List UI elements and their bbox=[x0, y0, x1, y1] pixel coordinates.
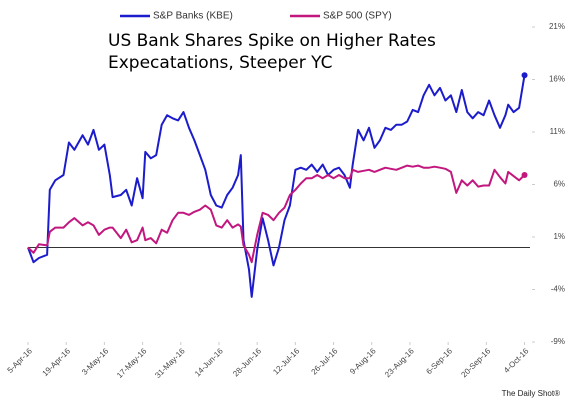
x-tick-label: 23-Aug-16 bbox=[383, 346, 416, 379]
x-tick-label: 12-Jul-16 bbox=[271, 346, 301, 376]
x-tick-label: 20-Sep-16 bbox=[459, 346, 492, 379]
x-tick-label: 14-Jun-16 bbox=[193, 346, 225, 378]
x-tick-label: 9-Aug-16 bbox=[348, 346, 378, 376]
y-tick-label: -4% bbox=[551, 285, 565, 294]
x-tick-label: 28-Jun-16 bbox=[231, 346, 263, 378]
chart-title: Expecatations, Steeper YC bbox=[108, 53, 332, 73]
end-marker bbox=[521, 172, 528, 179]
y-tick-label: 6% bbox=[553, 180, 565, 189]
x-tick-label: 19-Apr-16 bbox=[41, 346, 73, 378]
x-tick-label: 26-Jul-16 bbox=[310, 346, 340, 376]
x-tick-label: 4-Oct-16 bbox=[502, 346, 531, 375]
x-tick-label: 5-Apr-16 bbox=[6, 346, 35, 375]
x-tick-label: 6-Sep-16 bbox=[424, 346, 454, 376]
x-tick-label: 31-May-16 bbox=[153, 346, 187, 380]
y-tick-label: 21% bbox=[549, 22, 565, 31]
series-line bbox=[27, 75, 526, 298]
source: The Daily Shot® bbox=[502, 389, 560, 398]
y-tick-label: 11% bbox=[550, 127, 565, 136]
y-tick-label: 1% bbox=[553, 232, 565, 241]
end-marker bbox=[521, 72, 528, 79]
chart-title: US Bank Shares Spike on Higher Rates bbox=[108, 31, 436, 51]
y-tick-label: -9% bbox=[551, 337, 565, 346]
legend-label: S&P Banks (KBE) bbox=[153, 11, 233, 22]
y-tick-label: 16% bbox=[549, 75, 565, 84]
series-line bbox=[27, 164, 526, 264]
x-tick-label: 3-May-16 bbox=[80, 346, 111, 377]
legend-label: S&P 500 (SPY) bbox=[323, 11, 392, 22]
x-tick-label: 17-May-16 bbox=[115, 346, 149, 380]
